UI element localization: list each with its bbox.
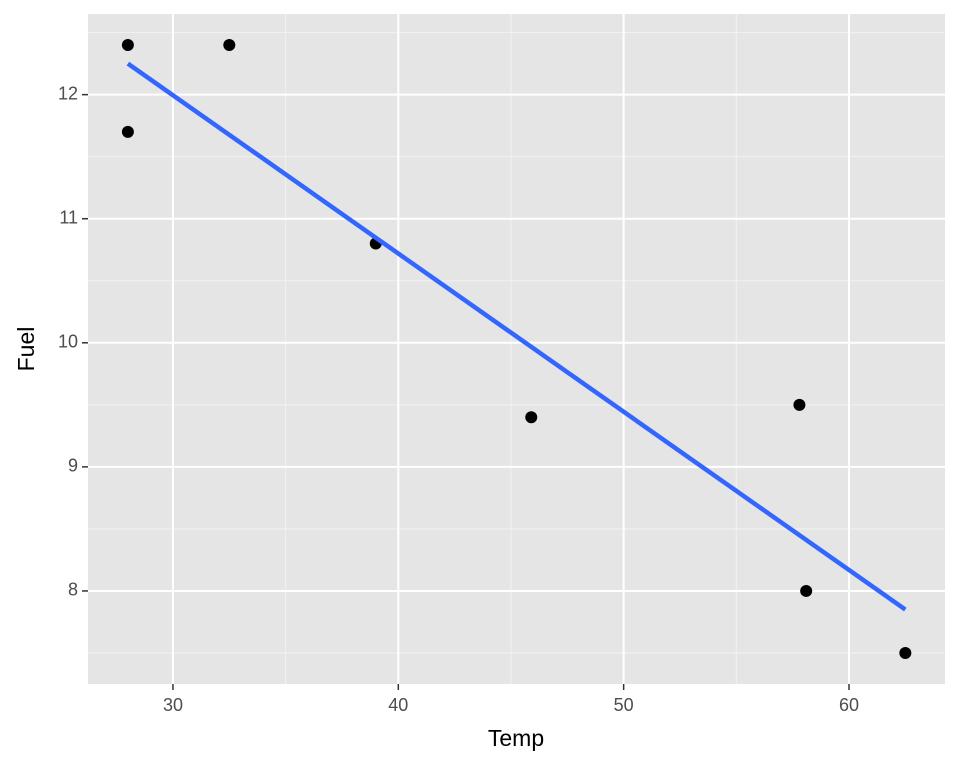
point [121, 125, 134, 138]
y-tick-label: 11 [59, 207, 78, 227]
y-tick-label: 12 [58, 83, 78, 103]
y-tick-label: 8 [68, 580, 78, 600]
plot-layer: 30 40 50 60 8 9 10 11 12 [58, 14, 945, 715]
trend-line [126, 61, 907, 612]
x-tick-label: 30 [163, 695, 183, 715]
y-tick-label: 10 [58, 332, 78, 352]
point [525, 411, 538, 424]
y-tick-label: 9 [68, 456, 78, 476]
point [800, 584, 813, 597]
point [121, 39, 134, 52]
x-tick-label: 60 [839, 695, 859, 715]
x-tick-label: 40 [388, 695, 408, 715]
y-axis-title: Fuel [13, 327, 39, 372]
x-axis-title: Temp [488, 725, 544, 751]
point [793, 398, 806, 411]
point [899, 646, 912, 659]
panel [88, 14, 945, 684]
point [223, 39, 236, 52]
x-tick-label: 50 [614, 695, 634, 715]
